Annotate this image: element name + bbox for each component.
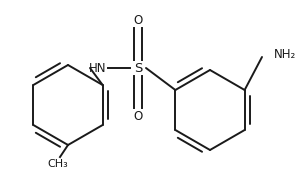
Text: O: O	[133, 13, 143, 26]
Text: S: S	[134, 61, 142, 74]
Text: CH₃: CH₃	[48, 159, 68, 169]
Text: HN: HN	[89, 61, 107, 74]
Text: NH₂: NH₂	[274, 49, 296, 61]
Text: O: O	[133, 109, 143, 122]
